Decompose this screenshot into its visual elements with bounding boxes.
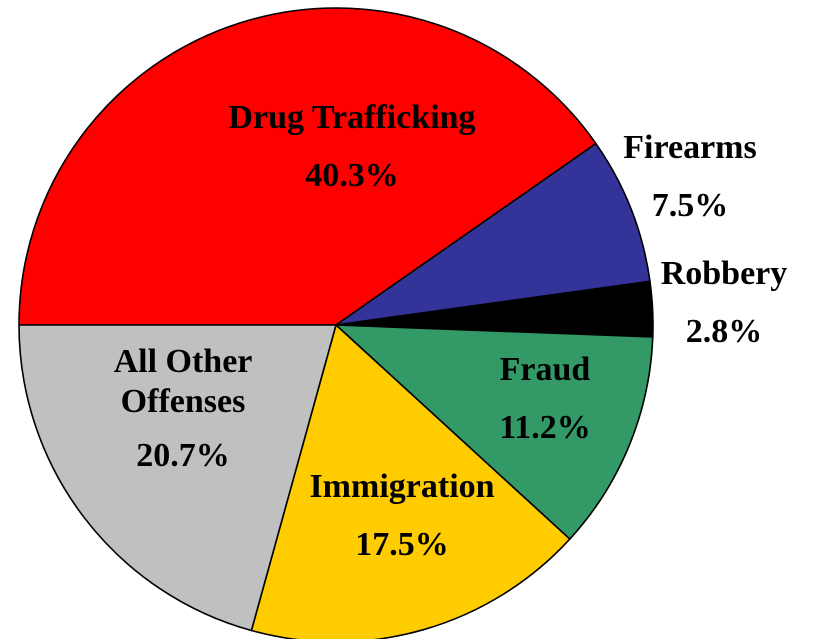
slice-value-all-other-offenses: 20.7%: [136, 437, 230, 474]
slice-value-firearms: 7.5%: [652, 187, 729, 224]
slice-value-fraud: 11.2%: [499, 409, 591, 446]
slice-label-robbery: Robbery: [661, 255, 788, 292]
slice-value-drug-trafficking: 40.3%: [305, 157, 399, 194]
slice-label-firearms: Firearms: [623, 129, 756, 166]
slice-value-robbery: 2.8%: [686, 313, 763, 350]
slice-drug-trafficking: [18, 7, 597, 326]
slice-label-all-other-offenses-line-2: Offenses: [121, 383, 246, 420]
slice-firearms: [335, 142, 651, 326]
slice-label-all-other-offenses-line-1: All Other: [114, 343, 253, 380]
slice-all-other-offenses: [18, 324, 337, 632]
slice-label-fraud: Fraud: [500, 351, 591, 388]
slice-value-immigration: 17.5%: [355, 526, 449, 563]
pie-slices: [18, 7, 654, 639]
slice-fraud: [335, 324, 654, 540]
slice-label-immigration: Immigration: [309, 468, 494, 505]
slice-immigration: [250, 324, 571, 639]
pie-labels: Drug Trafficking 40.3% Firearms 7.5% Robbery…: [114, 99, 788, 563]
slice-label-drug-trafficking: Drug Trafficking: [228, 99, 475, 136]
